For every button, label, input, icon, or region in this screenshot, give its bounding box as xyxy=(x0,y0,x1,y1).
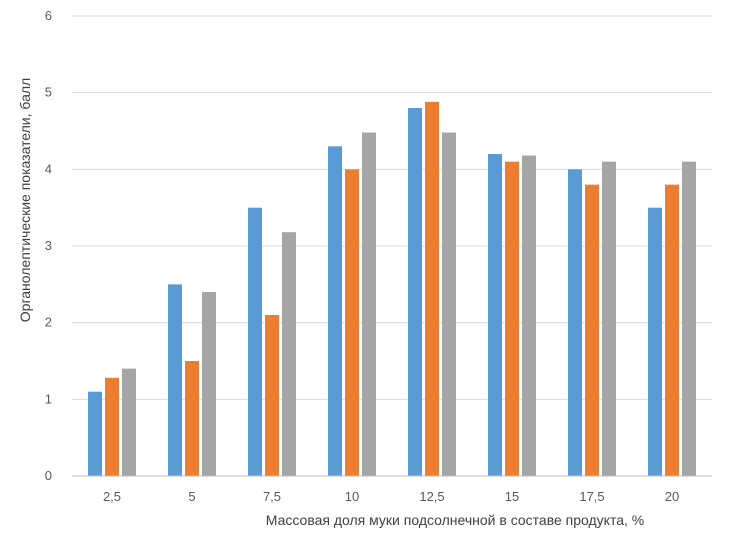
y-tick-label: 3 xyxy=(45,238,52,253)
x-tick-label: 17,5 xyxy=(579,489,604,504)
x-tick-label: 10 xyxy=(345,489,359,504)
bar-series-3-7,5 xyxy=(282,232,296,476)
bar-series-2-17,5 xyxy=(585,184,599,476)
bar-series-2-10 xyxy=(345,169,359,477)
bar-series-1-17,5 xyxy=(568,169,582,477)
bar-series-1-12,5 xyxy=(408,108,422,476)
axes: 0 1 2 3 4 5 6 2,5 5 7,5 10 12,5 15 17,5 20 xyxy=(45,8,712,504)
bar-series-1-2,5 xyxy=(88,391,102,476)
x-tick-label: 12,5 xyxy=(419,489,444,504)
bar-series-3-20 xyxy=(682,161,696,476)
bar-series-2-7,5 xyxy=(265,315,279,476)
x-tick-label: 20 xyxy=(665,489,679,504)
y-tick-label: 0 xyxy=(45,468,52,483)
x-tick-label: 2,5 xyxy=(103,489,121,504)
y-tick-label: 2 xyxy=(45,315,52,330)
bar-series-2-5 xyxy=(185,361,199,476)
bar-series-1-15 xyxy=(488,154,502,476)
bar-series-1-5 xyxy=(168,284,182,476)
bar-series-3-5 xyxy=(202,292,216,476)
y-tick-label: 5 xyxy=(45,85,52,100)
x-tick-label: 5 xyxy=(188,489,195,504)
bar-series-2-2,5 xyxy=(105,377,119,476)
bar-series-2-15 xyxy=(505,161,519,476)
y-axis-title: Органолептические показатели, балл xyxy=(17,78,33,322)
y-tick-label: 1 xyxy=(45,391,52,406)
x-tick-label: 7,5 xyxy=(263,489,281,504)
bars xyxy=(88,101,696,477)
y-tick-label: 4 xyxy=(45,161,52,176)
bar-series-1-7,5 xyxy=(248,207,262,476)
bar-series-3-15 xyxy=(522,155,536,477)
bar-series-1-10 xyxy=(328,146,342,477)
bar-series-3-2,5 xyxy=(122,368,136,476)
bar-series-2-12,5 xyxy=(425,101,439,476)
x-tick-label: 15 xyxy=(505,489,519,504)
bar-series-2-20 xyxy=(665,184,679,476)
bar-series-3-12,5 xyxy=(442,132,456,477)
bar-series-3-17,5 xyxy=(602,161,616,476)
bar-series-3-10 xyxy=(362,132,376,477)
bar-series-1-20 xyxy=(648,207,662,476)
x-axis-title: Массовая доля муки подсолнечной в состав… xyxy=(266,512,644,528)
y-tick-label: 6 xyxy=(45,8,52,23)
